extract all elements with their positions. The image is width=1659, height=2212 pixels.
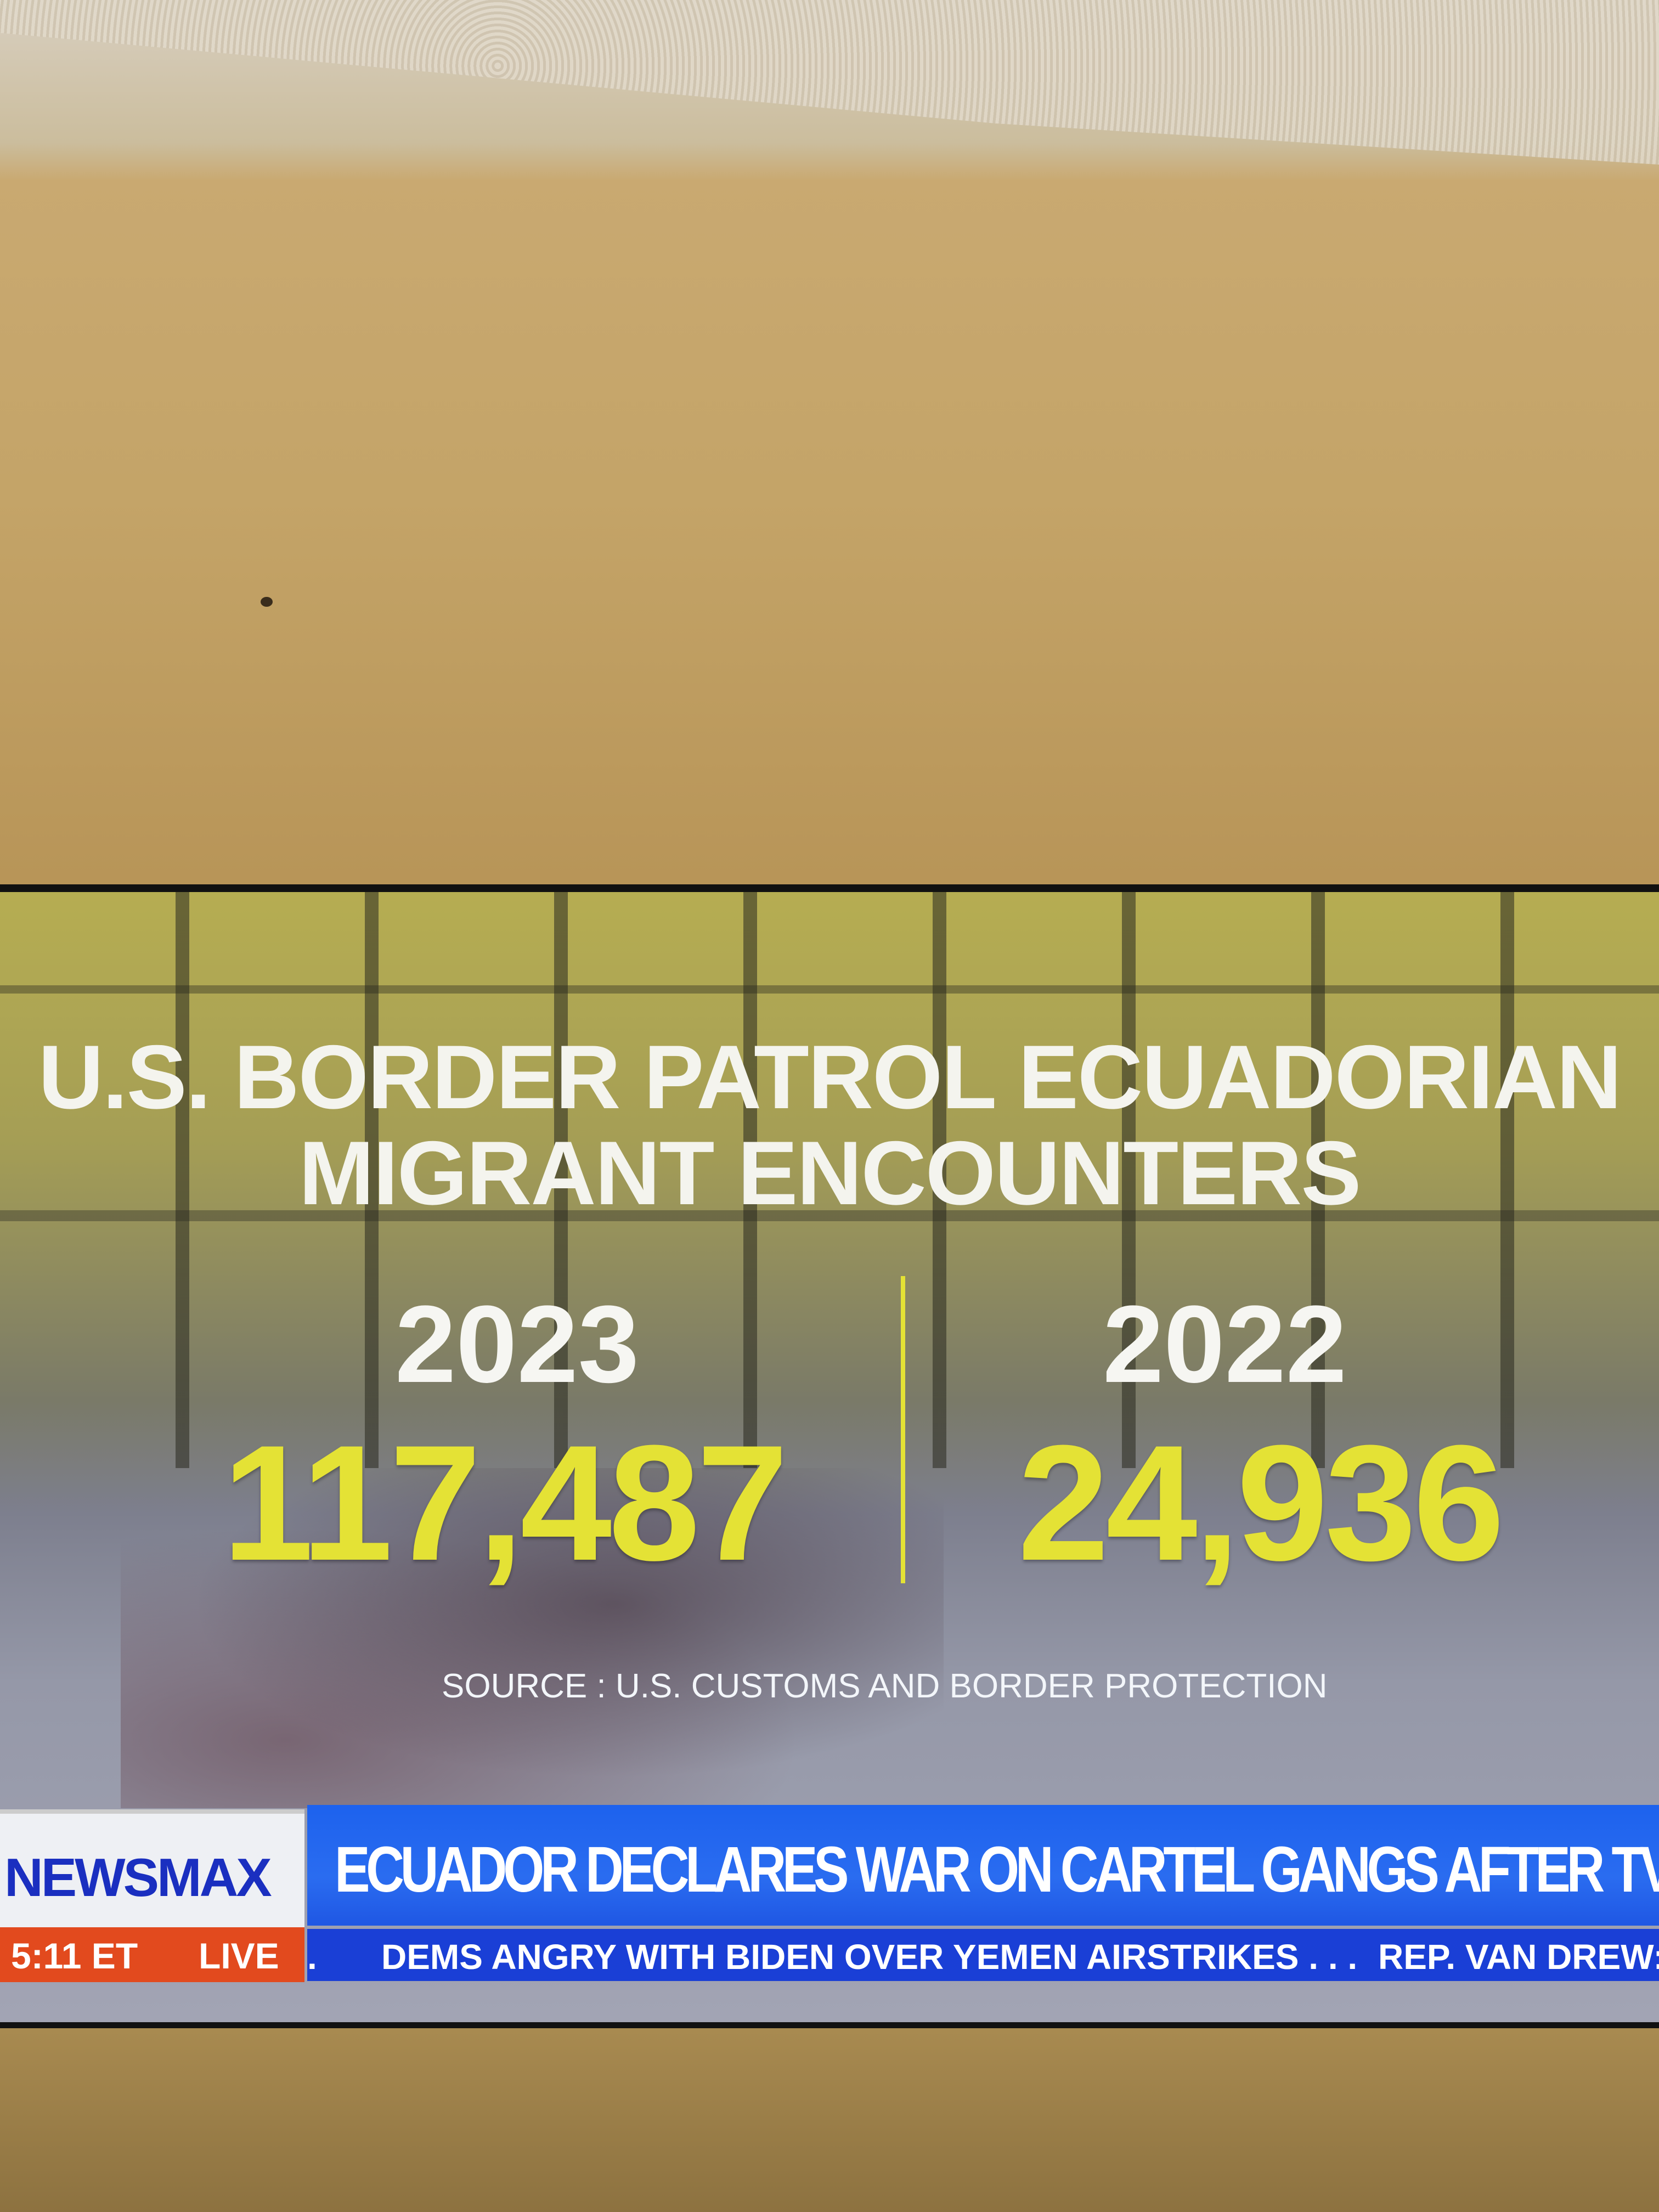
ticker-separator: . bbox=[307, 1937, 317, 1977]
tv-screen: U.S. BORDER PATROL ECUADORIAN MIGRANT EN… bbox=[0, 892, 1659, 2022]
graphic-title-line1: U.S. BORDER PATROL ECUADORIAN bbox=[38, 1026, 1622, 1127]
year-2022: 2022 bbox=[1103, 1283, 1347, 1406]
television: U.S. BORDER PATROL ECUADORIAN MIGRANT EN… bbox=[0, 884, 1659, 2028]
wall-mark bbox=[261, 597, 273, 607]
time-live-bar: 5:11 ET LIVE bbox=[0, 1927, 304, 1982]
encounters-2023-value: 117,487 bbox=[222, 1410, 788, 1595]
encounters-2022-value: 24,936 bbox=[1018, 1410, 1505, 1595]
source-caption: SOURCE : U.S. CUSTOMS AND BORDER PROTECT… bbox=[442, 1667, 1328, 1705]
newsmax-logo: NEWSMAX bbox=[4, 1847, 272, 1908]
headline-text: ECUADOR DECLARES WAR ON CARTEL GANGS AFT… bbox=[335, 1833, 1659, 1906]
year-2023: 2023 bbox=[395, 1283, 639, 1406]
ticker-item: DEMS ANGRY WITH BIDEN OVER YEMEN AIRSTRI… bbox=[381, 1937, 1358, 1977]
clock-time: 5:11 ET bbox=[11, 1936, 138, 1976]
graphic-title-line2: MIGRANT ENCOUNTERS bbox=[298, 1122, 1362, 1223]
newsmax-logo-box: NEWSMAX bbox=[0, 1809, 304, 1932]
border-fence-background bbox=[0, 892, 1659, 1468]
textured-ceiling bbox=[0, 0, 1659, 165]
migrant-crowd-background bbox=[121, 1468, 944, 1808]
live-badge: LIVE bbox=[199, 1936, 279, 1976]
ticker-item: REP. VAN DREW: bbox=[1378, 1937, 1659, 1977]
headline-bar: ECUADOR DECLARES WAR ON CARTEL GANGS AFT… bbox=[307, 1805, 1659, 1926]
divider-line bbox=[901, 1276, 905, 1583]
news-ticker: . DEMS ANGRY WITH BIDEN OVER YEMEN AIRST… bbox=[307, 1929, 1659, 1981]
